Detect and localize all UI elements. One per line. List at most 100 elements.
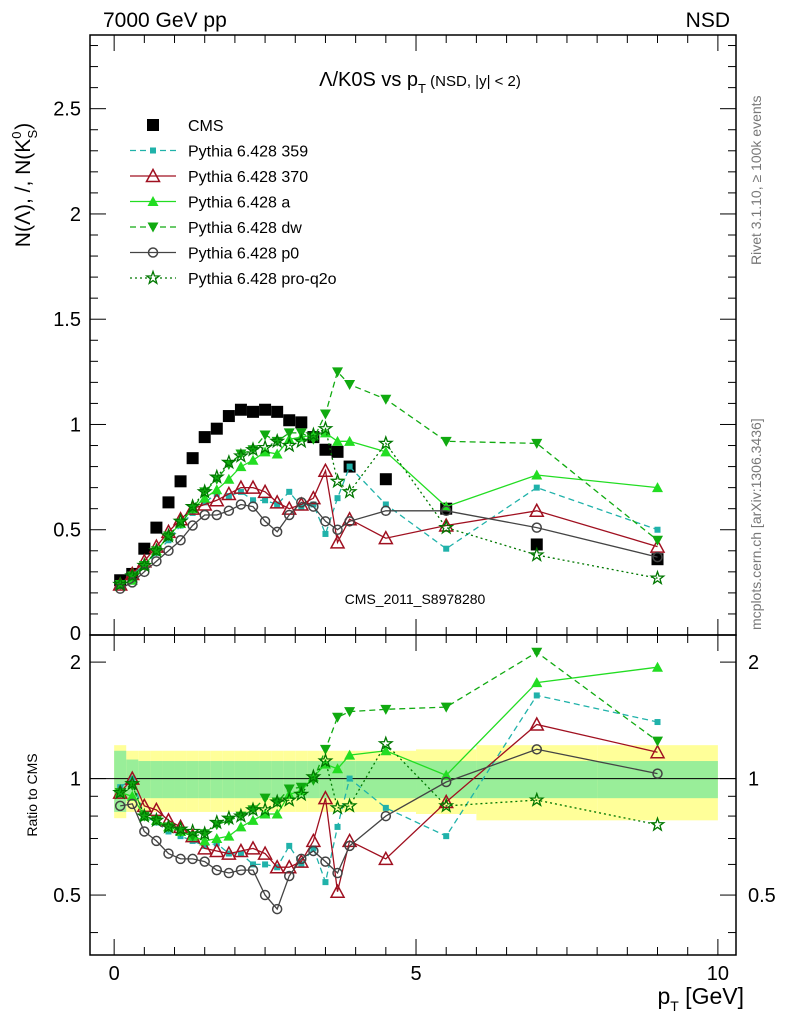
ratio-point-pythia-6-428-a xyxy=(259,808,271,819)
ratio-point-pythia-6-428-pro-q2o xyxy=(160,818,177,834)
ratio-point-pythia-6-428-a xyxy=(199,835,211,846)
ratio-inner-band xyxy=(150,761,163,799)
main-point-pythia-6-428-dw xyxy=(380,394,392,405)
ylabel-sub: S xyxy=(25,129,40,138)
main-point-pythia-6-428-p0 xyxy=(259,516,271,527)
legend-item-pythia-6-428-359: Pythia 6.428 359 xyxy=(130,144,308,161)
main-point-pythia-6-428-p0 xyxy=(283,509,295,521)
main-point-cms xyxy=(247,405,260,418)
ratio-inner-band xyxy=(162,761,175,799)
x-tick-label: 0 xyxy=(109,963,120,985)
ratio-point-pythia-6-428-370 xyxy=(378,850,394,866)
main-point-pythia-6-428-pro-q2o xyxy=(220,453,237,470)
main-point-pythia-6-428-359 xyxy=(250,497,257,504)
main-title-sub: T xyxy=(418,81,426,96)
ratio-point-pythia-6-428-p0 xyxy=(199,856,210,867)
x-tick-label: 5 xyxy=(410,963,421,985)
ratio-point-pythia-6-428-p0 xyxy=(175,853,186,865)
main-point-cms xyxy=(295,416,308,429)
ratio-point-pythia-6-428-a xyxy=(344,749,356,760)
main-point-pythia-6-428-p0 xyxy=(320,516,331,527)
ratio-point-pythia-6-428-370 xyxy=(317,790,334,805)
main-point-pythia-6-428-p0 xyxy=(531,522,543,533)
main-point-pythia-6-428-a xyxy=(247,454,259,465)
ylabel-sup: 0 xyxy=(9,131,24,138)
main-point-pythia-6-428-370 xyxy=(209,492,225,507)
ratio-point-pythia-6-428-pro-q2o xyxy=(377,735,394,751)
mcplots-label: mcplots.cern.ch [arXiv:1306.3436] xyxy=(748,418,764,630)
ratio-point-pythia-6-428-pro-q2o xyxy=(305,768,322,784)
main-point-pythia-6-428-p0 xyxy=(175,535,186,546)
main-point-pythia-6-428-359 xyxy=(322,530,329,537)
ratio-line-pythia-6-428-p0 xyxy=(120,748,658,911)
main-point-pythia-6-428-p0 xyxy=(151,556,162,567)
legend-item-pythia-6-428-p0: Pythia 6.428 p0 xyxy=(130,246,299,263)
ratio-series-pythia-6-428-pro-q2o xyxy=(112,735,666,841)
main-point-pythia-6-428-pro-q2o xyxy=(281,437,298,453)
main-point-pythia-6-428-dw xyxy=(283,428,295,439)
legend-label: Pythia 6.428 370 xyxy=(188,169,308,186)
ratio-panel: 0.5 0.5 1 1 2 2 0 5 10 Ratio to CMS pT [GeV] xyxy=(24,634,776,1014)
ratio-point-pythia-6-428-p0 xyxy=(440,776,452,788)
legend-marker xyxy=(147,222,159,233)
main-point-pythia-6-428-a xyxy=(332,435,344,446)
main-point-pythia-6-428-p0 xyxy=(247,501,259,512)
main-point-pythia-6-428-359 xyxy=(225,493,232,500)
ratio-point-pythia-6-428-p0 xyxy=(652,768,663,779)
main-series-cms xyxy=(114,403,664,587)
ratio-point-pythia-6-428-p0 xyxy=(380,810,392,822)
ratio-point-pythia-6-428-a xyxy=(223,830,235,841)
ratio-point-pythia-6-428-p0 xyxy=(283,870,295,882)
legend-item-pythia-6-428-a: Pythia 6.428 a xyxy=(130,195,290,212)
main-point-pythia-6-428-359 xyxy=(346,463,353,470)
ratio-point-pythia-6-428-370 xyxy=(529,716,545,731)
ratio-point-pythia-6-428-p0 xyxy=(223,867,235,879)
ratio-point-pythia-6-428-p0 xyxy=(163,848,174,859)
main-point-pythia-6-428-p0 xyxy=(211,509,223,521)
main-point-pythia-6-428-p0 xyxy=(271,526,283,538)
main-point-cms xyxy=(331,445,344,458)
ratio-point-pythia-6-428-370 xyxy=(196,840,213,855)
main-point-pythia-6-428-p0 xyxy=(332,524,343,535)
legend-label: Pythia 6.428 dw xyxy=(188,220,302,237)
main-point-pythia-6-428-p0 xyxy=(380,505,392,517)
main-point-pythia-6-428-a xyxy=(259,446,271,457)
ratio-point-pythia-6-428-pro-q2o xyxy=(196,825,213,841)
ratio-point-pythia-6-428-359 xyxy=(310,845,317,852)
ratio-point-pythia-6-428-p0 xyxy=(320,856,331,867)
ratio-point-pythia-6-428-a xyxy=(126,790,138,801)
legend-label: Pythia 6.428 p0 xyxy=(188,246,299,263)
main-point-pythia-6-428-p0 xyxy=(235,499,247,510)
legend-marker xyxy=(145,167,161,183)
ratio-point-pythia-6-428-a xyxy=(235,821,247,832)
main-point-pythia-6-428-dw xyxy=(332,367,344,378)
ratio-point-pythia-6-428-pro-q2o xyxy=(257,801,274,817)
main-point-pythia-6-428-pro-q2o xyxy=(160,527,177,543)
main-point-pythia-6-428-p0 xyxy=(199,509,210,521)
ratio-point-pythia-6-428-pro-q2o xyxy=(293,785,310,802)
main-point-pythia-6-428-pro-q2o xyxy=(184,498,201,514)
main-point-pythia-6-428-pro-q2o xyxy=(244,441,262,457)
ratio-inner-band xyxy=(198,761,211,799)
ratio-point-pythia-6-428-359 xyxy=(334,823,341,830)
main-point-pythia-6-428-pro-q2o xyxy=(124,567,141,583)
main-point-pythia-6-428-pro-q2o xyxy=(293,432,310,449)
main-point-cms xyxy=(283,414,296,427)
main-point-pythia-6-428-370 xyxy=(245,479,261,494)
ratio-point-pythia-6-428-359 xyxy=(298,861,305,868)
main-y-tick-label: 2.5 xyxy=(53,99,81,121)
ratio-point-pythia-6-428-p0 xyxy=(211,864,223,876)
ratio-point-pythia-6-428-370 xyxy=(257,845,273,860)
ratio-point-pythia-6-428-370 xyxy=(209,842,225,858)
main-point-pythia-6-428-pro-q2o xyxy=(305,426,322,442)
ratio-point-pythia-6-428-dw xyxy=(259,793,271,804)
main-point-pythia-6-428-pro-q2o xyxy=(341,483,358,499)
main-point-cms xyxy=(530,538,543,551)
ratio-point-pythia-6-428-359 xyxy=(262,861,269,868)
ratio-point-pythia-6-428-370 xyxy=(329,883,346,898)
main-point-pythia-6-428-p0 xyxy=(223,505,235,517)
ratio-point-pythia-6-428-370 xyxy=(649,744,666,759)
x-tick-label: 10 xyxy=(707,963,729,985)
ratio-point-pythia-6-428-a xyxy=(332,763,344,774)
